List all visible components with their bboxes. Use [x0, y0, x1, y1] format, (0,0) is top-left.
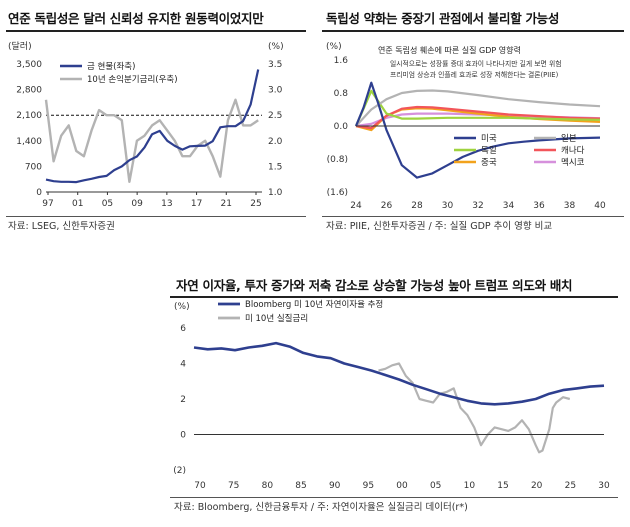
x-tick-label: 36 [533, 201, 545, 211]
source-note: 자료: Bloomberg, 신한금융투자 / 주: 자연이자율은 실질금리 데… [174, 502, 468, 513]
source-rule [6, 216, 306, 217]
x-tick-label: 40 [594, 201, 606, 211]
x-tick-label: 75 [228, 481, 239, 491]
source-rule [322, 216, 624, 217]
legend-label: 중국 [481, 158, 497, 168]
x-tick-label: 70 [194, 481, 206, 491]
x-tick-label: 90 [329, 481, 341, 491]
series-line [354, 89, 601, 127]
x-tick-label: 21 [221, 199, 232, 209]
title-rule [6, 30, 306, 32]
y-left-tick-label: 2,800 [16, 86, 42, 96]
chart-real-gdp-impact: (%) (1.6) (0.8) 0.0 0.8 1.6 연준 독립성 훼손에 따른 실질 G… [326, 42, 606, 211]
y-axis-unit: (%) [326, 42, 342, 52]
panel-title: 자연 이자율, 투자 증가와 저축 감소로 상승할 가능성 높아 트럼프 의도와… [176, 278, 573, 293]
x-tick-label: 85 [295, 481, 306, 491]
y-tick-label: 6 [180, 324, 186, 334]
panel-title: 독립성 약화는 중장기 관점에서 불리할 가능성 [326, 11, 560, 26]
y-tick-label: 4 [180, 360, 186, 370]
x-tick-label: 38 [564, 201, 576, 211]
y-left-tick-label: 1,400 [16, 137, 42, 147]
y-left-tick-label: 700 [25, 162, 42, 172]
legend-label: 일본 [561, 134, 577, 144]
x-tick-label: 28 [411, 201, 423, 211]
x-tick-label: 09 [131, 199, 143, 209]
series-line [378, 362, 571, 454]
x-tick-label: 24 [350, 201, 362, 211]
source-note: 자료: LSEG, 신한투자증권 [8, 221, 115, 232]
series-line [355, 105, 601, 130]
series-line [354, 81, 601, 179]
series-line [44, 98, 259, 184]
y-left-tick-label: 0 [36, 188, 42, 198]
y-right-tick-label: 1.0 [268, 188, 283, 198]
y-tick-label: 0.8 [334, 89, 349, 99]
right-axis-unit: (%) [268, 42, 284, 52]
series-line [45, 69, 260, 184]
y-right-tick-label: 1.5 [268, 162, 282, 172]
y-right-tick-label: 2.5 [268, 111, 282, 121]
legend-label: 멕시코 [561, 157, 585, 168]
title-rule [322, 30, 624, 32]
y-left-tick-label: 2,100 [16, 111, 42, 121]
y-right-tick-label: 3.0 [268, 86, 283, 96]
y-right-tick-label: 3.5 [268, 60, 282, 70]
y-tick-label: 2 [180, 395, 186, 405]
legend-label: Bloomberg 미 10년 자연이자율 추정 [245, 299, 383, 310]
source-rule [170, 497, 618, 498]
chart-subtitle: 연준 독립성 훼손에 따른 실질 GDP 영향력 [378, 45, 521, 55]
legend-label: 독일 [481, 146, 497, 156]
x-tick-label: 80 [262, 481, 274, 491]
legend-label: 캐나다 [561, 146, 585, 156]
legend-label: 10년 손익분기금리(우축) [87, 74, 178, 85]
chart-note: 프리미엄 상승과 인플레 효과로 성장 저해한다는 결론(PIIE) [390, 70, 559, 79]
y-right-tick-label: 2.0 [268, 137, 283, 147]
x-tick-label: 30 [598, 481, 610, 491]
x-tick-label: 26 [381, 201, 393, 211]
x-tick-label: 97 [42, 199, 53, 209]
title-rule [170, 296, 618, 298]
x-tick-label: 17 [191, 199, 202, 209]
x-tick-label: 30 [442, 201, 454, 211]
chart-note: 일시적으로는 성장률 증대 효과이 나타나지만 길게 보면 위험 [390, 59, 561, 68]
y-tick-label: (1.6) [327, 188, 348, 198]
legend-label: 미국 [481, 134, 497, 144]
x-tick-label: 13 [161, 199, 172, 209]
y-tick-label: 0 [180, 431, 186, 441]
x-tick-label: 25 [250, 199, 261, 209]
y-axis-unit: (%) [174, 302, 190, 312]
legend-label: 미 10년 실질금리 [245, 313, 308, 324]
x-tick-label: 34 [503, 201, 515, 211]
x-tick-label: 05 [102, 199, 113, 209]
y-tick-label: 1.6 [334, 56, 349, 66]
series-line [193, 341, 605, 406]
chart-gold-vs-breakeven: (달러) (%) 0 700 1,400 2,100 2,800 3,500 1.0 1.5 2.0… [8, 40, 284, 209]
x-tick-label: 00 [396, 481, 408, 491]
panel-title: 연준 독립성은 달러 신뢰성 유지한 원동력이었지만 [8, 11, 264, 26]
x-tick-label: 32 [472, 201, 483, 211]
series-line [355, 89, 601, 127]
y-tick-label: (0.8) [327, 155, 348, 165]
chart-natural-rate: (%) (2) 0 2 4 6 70 75 80 85 90 95 00 05 10 15 20 25 30 Bloo… [173, 299, 610, 491]
x-tick-label: 15 [497, 481, 508, 491]
x-tick-label: 01 [72, 199, 83, 209]
x-tick-label: 05 [430, 481, 441, 491]
x-tick-label: 20 [531, 481, 543, 491]
x-tick-label: 25 [565, 481, 576, 491]
x-tick-label: 95 [363, 481, 374, 491]
left-axis-unit: (달러) [8, 40, 32, 52]
y-left-tick-label: 3,500 [16, 60, 42, 70]
y-tick-label: (2) [173, 466, 186, 476]
y-tick-label: 0.0 [334, 122, 349, 132]
x-tick-label: 10 [464, 481, 476, 491]
legend-label: 금 현물(좌축) [87, 62, 135, 72]
source-note: 자료: PIIE, 신한투자증권 / 주: 실질 GDP 추이 영향 비교 [326, 221, 553, 232]
